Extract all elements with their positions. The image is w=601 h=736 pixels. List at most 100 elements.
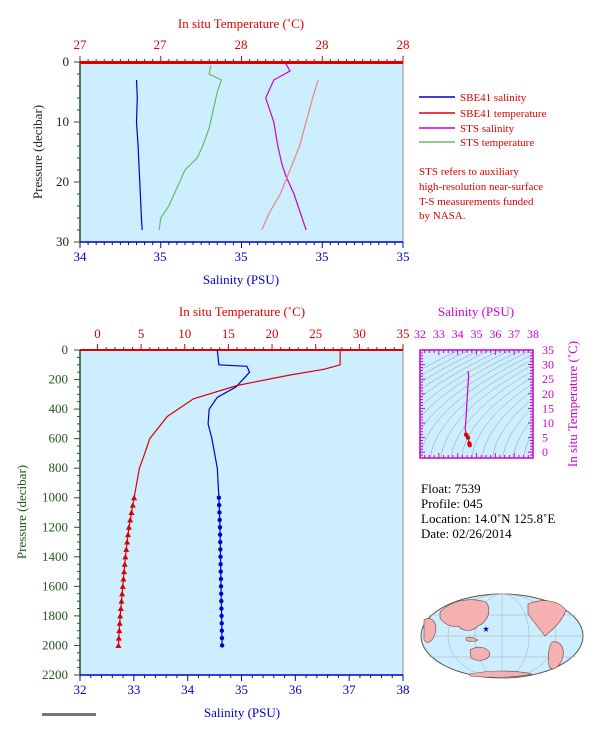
top-chart: In situ Temperature (˚C) 27 27 28 28 28 … [30,16,410,287]
ts-density-contour [512,417,533,458]
salinity-marker [218,547,223,552]
temperature-marker [131,494,138,501]
ts-temp-tick: 5 [542,431,548,445]
ts-density-contour [502,407,533,458]
ts-density-contour [471,383,533,458]
ts-point [465,435,471,440]
top-sal-ticks: 34 35 35 35 35 [74,249,410,264]
ts-density-contour [420,354,533,458]
ts-sal-tick: 34 [452,327,464,341]
ts-chart: Salinity (PSU) 32 33 34 35 36 37 38 0510152025… [414,304,580,467]
temperature-marker [124,539,131,545]
salinity-marker [218,554,223,560]
salinity-marker [217,517,222,523]
salinity-marker [217,510,222,515]
top-line-sbe41-temperature [261,79,319,231]
bottom-sal-tick: 32 [74,682,87,697]
bottom-plot-area [79,349,404,676]
temperature-marker [128,509,135,515]
ts-sal-tick: 33 [433,327,445,341]
legend-note-line: high-resolution near-surface [419,181,543,193]
bottom-pressure-tick: 1600 [42,578,68,593]
salinity-marker [219,621,224,626]
salinity-marker [219,643,225,648]
temperature-marker [116,627,123,634]
ts-sal-tick: 32 [414,327,426,341]
top-pressure-tick: 30 [56,234,69,249]
map-gridlines [421,593,583,679]
world-map [420,593,584,679]
map-africa-west [423,618,437,643]
top-title: In situ Temperature (˚C) [178,16,304,31]
bottom-temp-tick: 25 [309,326,322,341]
salinity-marker [219,613,224,619]
ts-title: Salinity (PSU) [438,304,514,319]
ts-temp-tick: 20 [542,387,554,401]
ts-density-contour [420,350,460,371]
top-temp-ticks: 27 27 28 28 28 [74,37,410,52]
map-indonesia [465,636,479,642]
ts-minor-ticks [419,349,534,459]
temperature-marker [122,553,129,560]
bottom-sal-tick: 36 [289,682,303,697]
salinity-marker [218,584,224,589]
temperature-marker [127,516,134,523]
bottom-temp-tick: 35 [397,326,410,341]
salinity-marker [218,562,223,567]
legend-label-sbe41-temperature: SBE41 temperature [460,108,547,120]
temperature-marker [123,546,130,552]
temperature-marker [120,575,127,582]
ts-sal-tick: 38 [527,327,539,341]
top-temp-minor-ticks [79,56,404,62]
legend-label-sts-salinity: STS salinity [460,123,515,135]
bottom-sal-ticks: 32 33 34 35 36 37 38 [74,682,410,697]
salinity-marker [216,502,222,508]
legend: SBE41 salinity SBE41 temperature STS sal… [419,92,547,222]
bottom-xlabel: Salinity (PSU) [204,705,280,720]
top-ylabel: Pressure (decibar) [30,105,45,199]
top-pressure-minor-ticks [74,61,80,243]
bottom-pressure-tick: 1000 [42,490,68,505]
bottom-series [115,349,341,648]
map-asia [439,599,490,631]
temperature-marker [119,590,126,597]
bottom-temp-tick: 10 [178,326,191,341]
bottom-pressure-tick: 2200 [42,667,68,682]
salinity-marker [218,591,224,596]
ts-density-contour [420,350,501,399]
ts-density-contour [420,350,491,391]
info-location: Location: 14.0˚N 125.8˚E [421,511,555,526]
top-series [135,63,319,231]
bottom-pressure-tick: 1800 [42,608,68,623]
top-xlabel: Salinity (PSU) [203,272,279,287]
ts-sal-tick: 36 [489,327,501,341]
ts-temp-tick: 10 [542,416,554,430]
bottom-temp-tick: 0 [94,326,101,341]
ts-density-contour [492,398,533,458]
bottom-temp-minor-ticks [96,344,404,350]
bottom-temp-tick: 30 [353,326,366,341]
temperature-marker [125,524,132,530]
map-antarctica [469,670,533,678]
ts-density-contour [420,350,470,377]
top-sal-tick: 34 [74,249,88,264]
ts-density-contour [420,350,481,384]
top-temp-tick: 28 [316,37,329,52]
ts-sal-tick: 35 [471,327,483,341]
float-info: Float: 7539 Profile: 045 Location: 14.0˚… [421,481,555,541]
bottom-sal-minor-ticks [79,675,404,681]
ts-density-contours [420,350,533,458]
info-float: Float: 7539 [421,481,481,496]
temperature-marker [121,561,128,567]
bottom-sal-tick: 38 [397,682,410,697]
salinity-marker [218,539,223,545]
top-temp-tick: 27 [154,37,168,52]
temperature-marker [119,583,126,589]
bottom-sal-tick: 33 [127,682,140,697]
legend-note-line: by NASA. [419,210,466,222]
ts-temp-tick: 30 [542,358,554,372]
info-date: Date: 02/26/2014 [421,526,512,541]
ts-sal-tick: 37 [508,327,520,341]
bottom-ylabel: Pressure (decibar) [14,465,29,559]
bottom-temp-ticks: 0 5 10 15 20 25 30 35 [94,326,409,341]
